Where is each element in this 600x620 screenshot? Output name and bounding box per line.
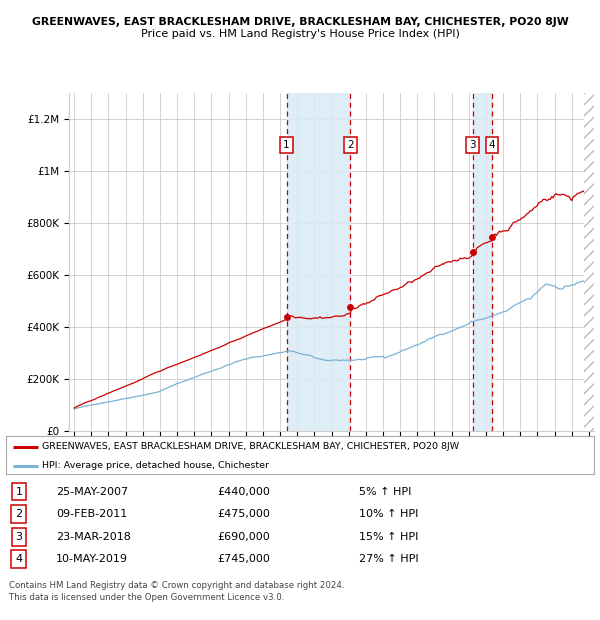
- Text: 10% ↑ HPI: 10% ↑ HPI: [359, 509, 418, 519]
- Text: 09-FEB-2011: 09-FEB-2011: [56, 509, 127, 519]
- Text: 3: 3: [16, 532, 22, 542]
- Text: £745,000: £745,000: [218, 554, 271, 564]
- Text: £440,000: £440,000: [218, 487, 271, 497]
- Text: This data is licensed under the Open Government Licence v3.0.: This data is licensed under the Open Gov…: [9, 593, 284, 602]
- Text: 27% ↑ HPI: 27% ↑ HPI: [359, 554, 418, 564]
- Text: 5% ↑ HPI: 5% ↑ HPI: [359, 487, 411, 497]
- Bar: [584, 93, 594, 431]
- Text: £475,000: £475,000: [218, 509, 271, 519]
- Text: £690,000: £690,000: [218, 532, 271, 542]
- Bar: [287, 93, 350, 431]
- Bar: [473, 93, 492, 431]
- Text: 3: 3: [469, 140, 476, 151]
- Text: HPI: Average price, detached house, Chichester: HPI: Average price, detached house, Chic…: [43, 461, 269, 471]
- Text: Contains HM Land Registry data © Crown copyright and database right 2024.: Contains HM Land Registry data © Crown c…: [9, 581, 344, 590]
- Text: Price paid vs. HM Land Registry's House Price Index (HPI): Price paid vs. HM Land Registry's House …: [140, 29, 460, 39]
- Text: 1: 1: [16, 487, 22, 497]
- Text: 15% ↑ HPI: 15% ↑ HPI: [359, 532, 418, 542]
- Text: 4: 4: [16, 554, 22, 564]
- Text: 10-MAY-2019: 10-MAY-2019: [56, 554, 128, 564]
- Text: GREENWAVES, EAST BRACKLESHAM DRIVE, BRACKLESHAM BAY, CHICHESTER, PO20 8JW: GREENWAVES, EAST BRACKLESHAM DRIVE, BRAC…: [32, 17, 568, 27]
- Text: 1: 1: [283, 140, 290, 151]
- Text: 25-MAY-2007: 25-MAY-2007: [56, 487, 128, 497]
- Text: 2: 2: [16, 509, 22, 519]
- Text: 2: 2: [347, 140, 353, 151]
- Text: 4: 4: [489, 140, 496, 151]
- Text: 23-MAR-2018: 23-MAR-2018: [56, 532, 131, 542]
- Text: GREENWAVES, EAST BRACKLESHAM DRIVE, BRACKLESHAM BAY, CHICHESTER, PO20 8JW: GREENWAVES, EAST BRACKLESHAM DRIVE, BRAC…: [43, 442, 460, 451]
